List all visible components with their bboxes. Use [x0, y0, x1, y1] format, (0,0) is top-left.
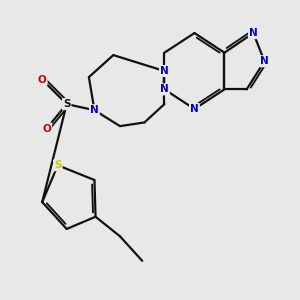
Text: S: S: [54, 160, 62, 170]
Text: N: N: [90, 105, 99, 115]
Text: N: N: [260, 56, 269, 66]
Text: O: O: [38, 75, 46, 85]
Text: N: N: [190, 104, 199, 114]
Text: S: S: [63, 99, 70, 109]
Text: N: N: [160, 66, 169, 76]
Text: N: N: [249, 28, 258, 38]
Text: O: O: [42, 124, 51, 134]
Text: N: N: [160, 84, 169, 94]
